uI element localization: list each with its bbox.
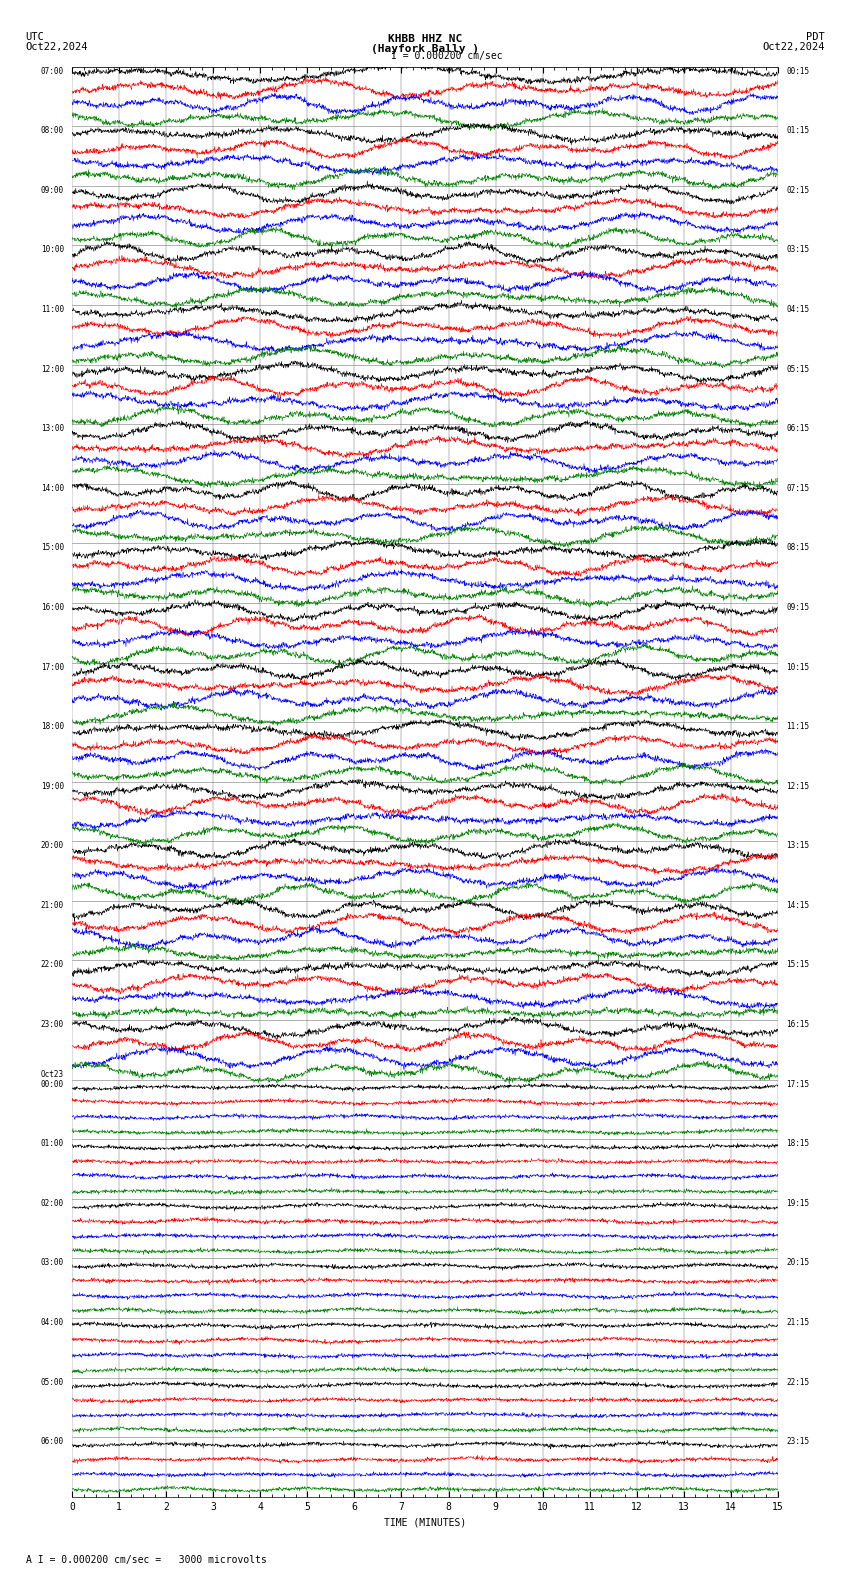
Text: 01:15: 01:15 xyxy=(786,127,809,135)
Text: UTC: UTC xyxy=(26,32,44,41)
Text: 04:00: 04:00 xyxy=(41,1318,64,1327)
Text: 09:15: 09:15 xyxy=(786,604,809,611)
Text: 18:00: 18:00 xyxy=(41,722,64,732)
Text: I = 0.000200 cm/sec: I = 0.000200 cm/sec xyxy=(391,51,502,60)
Text: 02:15: 02:15 xyxy=(786,185,809,195)
Text: 07:00: 07:00 xyxy=(41,67,64,76)
Text: 06:00: 06:00 xyxy=(41,1437,64,1446)
Text: PDT: PDT xyxy=(806,32,824,41)
Text: Oct22,2024: Oct22,2024 xyxy=(762,41,824,52)
Text: 17:00: 17:00 xyxy=(41,662,64,672)
Text: 19:00: 19:00 xyxy=(41,782,64,790)
Text: 15:15: 15:15 xyxy=(786,960,809,969)
Text: 05:00: 05:00 xyxy=(41,1378,64,1386)
Text: 16:00: 16:00 xyxy=(41,604,64,611)
Text: 21:00: 21:00 xyxy=(41,901,64,909)
Text: 21:15: 21:15 xyxy=(786,1318,809,1327)
Text: KHBB HHZ NC: KHBB HHZ NC xyxy=(388,33,462,44)
Text: 03:00: 03:00 xyxy=(41,1258,64,1267)
Text: 00:15: 00:15 xyxy=(786,67,809,76)
Text: 20:00: 20:00 xyxy=(41,841,64,851)
Text: 17:15: 17:15 xyxy=(786,1080,809,1088)
Text: 10:15: 10:15 xyxy=(786,662,809,672)
Text: (Hayfork Bally ): (Hayfork Bally ) xyxy=(371,43,479,54)
Text: 14:15: 14:15 xyxy=(786,901,809,909)
Text: 03:15: 03:15 xyxy=(786,246,809,255)
Text: 11:00: 11:00 xyxy=(41,304,64,314)
Text: 05:15: 05:15 xyxy=(786,364,809,374)
Text: 11:15: 11:15 xyxy=(786,722,809,732)
Text: 16:15: 16:15 xyxy=(786,1020,809,1030)
Text: 19:15: 19:15 xyxy=(786,1199,809,1209)
Text: 10:00: 10:00 xyxy=(41,246,64,255)
Text: 00:00: 00:00 xyxy=(41,1080,64,1088)
Text: 07:15: 07:15 xyxy=(786,483,809,493)
Text: 08:15: 08:15 xyxy=(786,543,809,553)
Text: 23:00: 23:00 xyxy=(41,1020,64,1030)
X-axis label: TIME (MINUTES): TIME (MINUTES) xyxy=(384,1517,466,1527)
Text: 09:00: 09:00 xyxy=(41,185,64,195)
Text: 22:00: 22:00 xyxy=(41,960,64,969)
Text: 15:00: 15:00 xyxy=(41,543,64,553)
Text: 01:00: 01:00 xyxy=(41,1139,64,1148)
Text: 23:15: 23:15 xyxy=(786,1437,809,1446)
Text: 22:15: 22:15 xyxy=(786,1378,809,1386)
Text: Oct22,2024: Oct22,2024 xyxy=(26,41,88,52)
Text: 13:15: 13:15 xyxy=(786,841,809,851)
Text: 13:00: 13:00 xyxy=(41,425,64,432)
Text: Oct23: Oct23 xyxy=(41,1069,64,1079)
Text: 02:00: 02:00 xyxy=(41,1199,64,1209)
Text: 06:15: 06:15 xyxy=(786,425,809,432)
Text: 18:15: 18:15 xyxy=(786,1139,809,1148)
Text: 20:15: 20:15 xyxy=(786,1258,809,1267)
Text: 12:15: 12:15 xyxy=(786,782,809,790)
Text: 04:15: 04:15 xyxy=(786,304,809,314)
Text: A I = 0.000200 cm/sec =   3000 microvolts: A I = 0.000200 cm/sec = 3000 microvolts xyxy=(26,1555,266,1565)
Text: 14:00: 14:00 xyxy=(41,483,64,493)
Text: 08:00: 08:00 xyxy=(41,127,64,135)
Text: 12:00: 12:00 xyxy=(41,364,64,374)
